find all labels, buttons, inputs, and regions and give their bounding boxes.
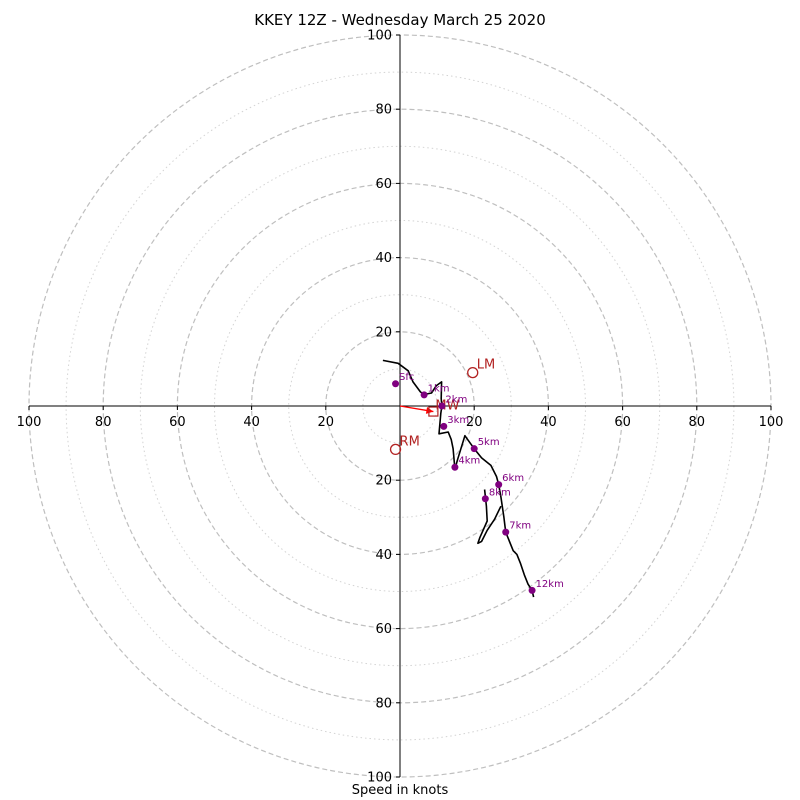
y-tick-label: 20 (375, 325, 392, 340)
height-label-2km: 2km (445, 395, 467, 406)
x-tick-label: 100 (17, 415, 42, 430)
storm-motion-rm-label: RM (400, 434, 420, 449)
height-marker-Sfc (392, 380, 400, 388)
height-marker-12km (528, 586, 536, 594)
y-tick-label: 40 (375, 548, 392, 563)
mean-wind-marker (428, 406, 439, 417)
mean-wind-label: MW (435, 399, 459, 414)
y-tick-label: 60 (375, 622, 392, 637)
x-tick-label: 80 (95, 415, 112, 430)
height-marker-2km (438, 402, 446, 410)
x-tick-label: 60 (614, 415, 631, 430)
storm-motion-lm-label: LM (477, 358, 495, 373)
height-label-4km: 4km (458, 456, 480, 467)
height-label-1km: 1km (428, 383, 450, 394)
height-label-8km: 8km (489, 487, 511, 498)
height-label-Sfc: Sfc (399, 372, 414, 383)
height-label-5km: 5km (478, 437, 500, 448)
height-marker-1km (420, 391, 428, 399)
y-tick-label: 60 (375, 177, 392, 192)
x-tick-label: 20 (466, 415, 483, 430)
storm-motion-vector-arrowhead (425, 406, 434, 414)
hodograph-trace-loop (477, 489, 502, 545)
height-label-6km: 6km (502, 473, 524, 484)
y-tick-label: 100 (367, 29, 392, 44)
height-marker-4km (451, 463, 459, 471)
height-label-3km: 3km (447, 415, 469, 426)
x-tick-label: 80 (689, 415, 706, 430)
x-axis-label: Speed in knots (351, 783, 449, 798)
x-tick-label: 40 (540, 415, 557, 430)
height-marker-8km (481, 495, 489, 503)
storm-motion-rm-marker (389, 443, 402, 456)
x-tick-label: 40 (243, 415, 260, 430)
height-marker-7km (502, 528, 510, 536)
height-marker-5km (470, 445, 478, 453)
y-tick-label: 20 (375, 474, 392, 489)
height-label-7km: 7km (509, 521, 531, 532)
y-tick-label: 100 (367, 771, 392, 786)
x-tick-label: 60 (169, 415, 186, 430)
height-label-12km: 12km (536, 579, 564, 590)
y-tick-label: 80 (375, 696, 392, 711)
x-tick-label: 100 (759, 415, 784, 430)
height-marker-6km (495, 481, 503, 489)
chart-title: KKEY 12Z - Wednesday March 25 2020 (254, 11, 546, 29)
height-marker-3km (440, 422, 448, 430)
y-tick-label: 80 (375, 103, 392, 118)
storm-motion-lm-marker (467, 366, 479, 379)
y-tick-label: 40 (375, 251, 392, 266)
x-tick-label: 20 (318, 415, 335, 430)
